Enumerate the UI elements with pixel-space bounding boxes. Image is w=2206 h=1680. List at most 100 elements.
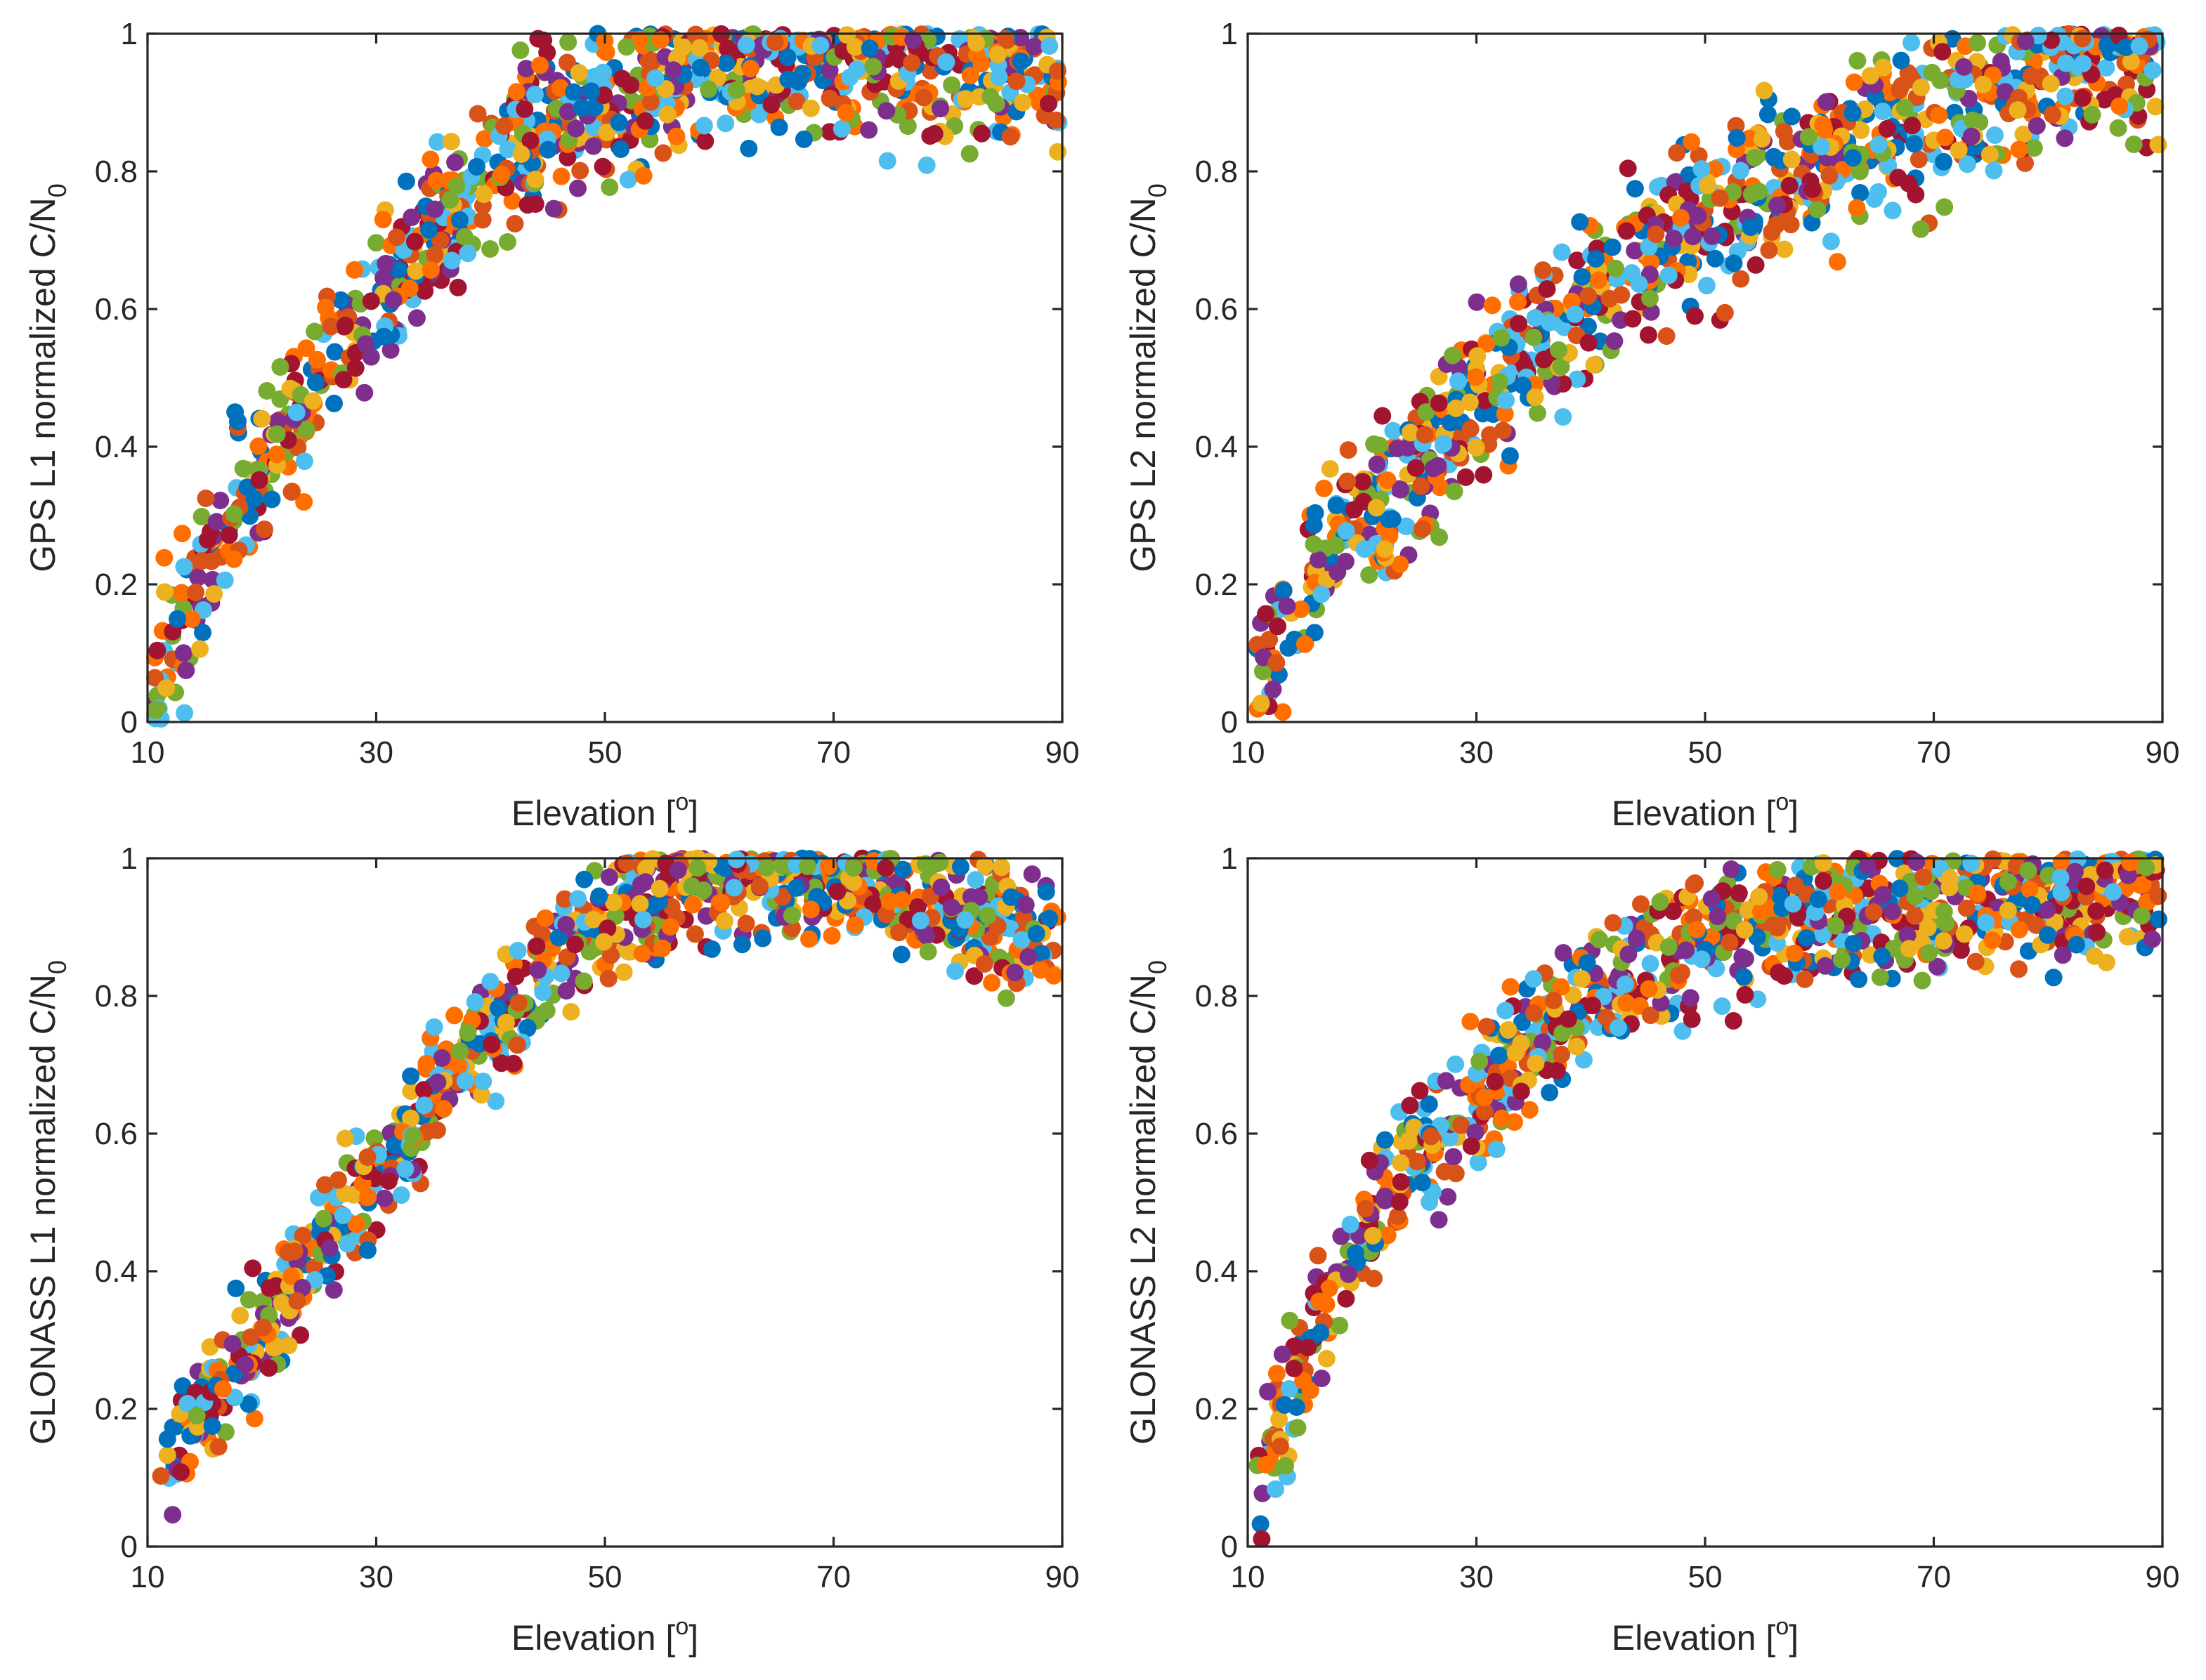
- data-point: [1312, 585, 1331, 603]
- data-point: [1525, 1004, 1543, 1022]
- data-point: [1413, 1174, 1431, 1192]
- data-point: [943, 76, 961, 94]
- data-point: [1526, 309, 1544, 327]
- data-point: [402, 1067, 420, 1085]
- data-point: [1310, 1292, 1328, 1311]
- data-point: [1341, 1215, 1359, 1233]
- data-point: [1469, 1153, 1487, 1172]
- data-point: [1264, 681, 1282, 698]
- data-point: [1732, 270, 1750, 288]
- data-point: [1475, 1103, 1494, 1121]
- data-point: [164, 1506, 182, 1524]
- data-point: [973, 124, 991, 143]
- data-point: [618, 854, 636, 872]
- x-tick-label: 70: [1917, 735, 1951, 770]
- data-point: [1683, 133, 1701, 151]
- data-point: [1814, 926, 1832, 943]
- data-point: [636, 112, 654, 130]
- y-tick-label: 0.8: [1195, 155, 1238, 189]
- data-point: [585, 137, 603, 155]
- data-point: [320, 1239, 339, 1257]
- panel-gps-l2: 10 30 50 70 90 0 0.2 0.4 0.6 0.8 1 Elevation [o] G…: [1123, 17, 2179, 833]
- data-point: [177, 661, 195, 679]
- data-point: [509, 994, 528, 1012]
- data-point: [1706, 160, 1724, 178]
- data-point: [329, 1171, 347, 1189]
- data-point: [2014, 125, 2032, 143]
- data-point: [498, 233, 516, 251]
- data-point: [509, 942, 527, 959]
- data-point: [2097, 58, 2115, 77]
- data-point: [691, 39, 709, 57]
- data-point: [431, 231, 450, 249]
- data-point: [244, 1259, 262, 1278]
- data-point: [362, 348, 380, 366]
- data-point: [1368, 455, 1386, 473]
- data-point: [2056, 129, 2074, 147]
- data-point: [204, 570, 222, 589]
- data-point: [1487, 1141, 1506, 1158]
- data-point: [1347, 1244, 1364, 1262]
- data-point: [287, 403, 306, 421]
- y-tick-label: 0.4: [95, 430, 138, 464]
- data-point: [1716, 303, 1734, 322]
- data-point: [1604, 914, 1622, 932]
- data-point: [1803, 214, 1821, 232]
- data-point: [1747, 256, 1765, 274]
- x-tick-label: 90: [1045, 1560, 1080, 1594]
- data-point: [615, 963, 633, 981]
- data-point: [575, 972, 593, 990]
- data-point: [1684, 228, 1702, 246]
- data-point: [1665, 230, 1683, 248]
- data-point: [1257, 1456, 1275, 1474]
- data-point: [1858, 857, 1877, 875]
- data-point: [1770, 886, 1789, 905]
- data-point: [700, 80, 718, 98]
- data-point: [630, 30, 648, 48]
- data-point: [919, 943, 937, 961]
- data-point: [844, 873, 863, 891]
- data-point: [1305, 624, 1324, 642]
- data-point: [544, 199, 563, 218]
- data-point: [1796, 970, 1814, 988]
- data-point: [2149, 136, 2167, 154]
- data-point: [740, 140, 758, 157]
- data-point: [1271, 1437, 1289, 1455]
- data-point: [1690, 147, 1708, 165]
- y-tick-label: 0.4: [1195, 1254, 1238, 1289]
- data-point: [1541, 1084, 1559, 1102]
- data-point: [1339, 1265, 1357, 1283]
- data-point: [474, 211, 492, 229]
- data-point: [1554, 408, 1572, 426]
- data-point: [1573, 970, 1591, 988]
- data-point: [880, 892, 899, 910]
- data-point: [1544, 992, 1562, 1009]
- data-point: [2074, 54, 2092, 72]
- data-point: [1627, 929, 1645, 947]
- data-point: [234, 459, 252, 478]
- data-point: [211, 492, 230, 510]
- data-point: [528, 937, 546, 955]
- data-point: [2052, 884, 2070, 902]
- scatter-points: [146, 25, 1068, 728]
- data-point: [1417, 403, 1435, 421]
- data-point: [632, 875, 650, 893]
- data-point: [1892, 51, 1910, 70]
- data-point: [1501, 447, 1519, 465]
- data-point: [227, 1279, 245, 1297]
- data-point: [1683, 1010, 1701, 1028]
- data-point: [288, 1292, 306, 1310]
- data-point: [397, 172, 415, 190]
- data-point: [599, 919, 617, 938]
- data-point: [422, 150, 440, 169]
- data-point: [1869, 136, 1888, 154]
- data-point: [1354, 473, 1372, 491]
- data-point: [716, 912, 733, 930]
- data-point: [2038, 901, 2056, 919]
- data-point: [937, 53, 955, 71]
- data-point: [1312, 1323, 1330, 1341]
- data-point: [1736, 985, 1754, 1004]
- data-point: [1884, 903, 1901, 921]
- data-point: [1378, 1226, 1397, 1245]
- data-point: [1964, 111, 1982, 129]
